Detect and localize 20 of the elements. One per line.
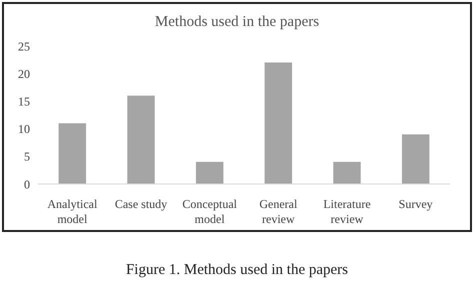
y-tick-label: 5 (24, 150, 30, 164)
y-tick-label: 20 (18, 66, 30, 81)
x-tick-label: Survey (398, 197, 433, 211)
bar (58, 123, 86, 184)
x-tick-label: Analytical model (47, 197, 98, 226)
bar (264, 62, 292, 184)
bar (127, 96, 155, 184)
bar (402, 134, 430, 184)
x-tick-label: Conceptual model (182, 197, 238, 226)
caption: Figure 1. Methods used in the papers (124, 262, 350, 279)
bar (333, 162, 361, 184)
bar (196, 162, 224, 184)
x-tick-label: Literature review (323, 197, 371, 226)
y-tick-label: 15 (18, 94, 30, 108)
chart-title: Methods used in the papers (154, 14, 320, 31)
x-tick-label: Case study (114, 197, 168, 211)
y-tick-label: 10 (18, 122, 30, 136)
y-tick-label: 0 (24, 177, 30, 192)
y-tick-label: 25 (18, 39, 30, 54)
x-tick-label: General review (259, 197, 298, 226)
